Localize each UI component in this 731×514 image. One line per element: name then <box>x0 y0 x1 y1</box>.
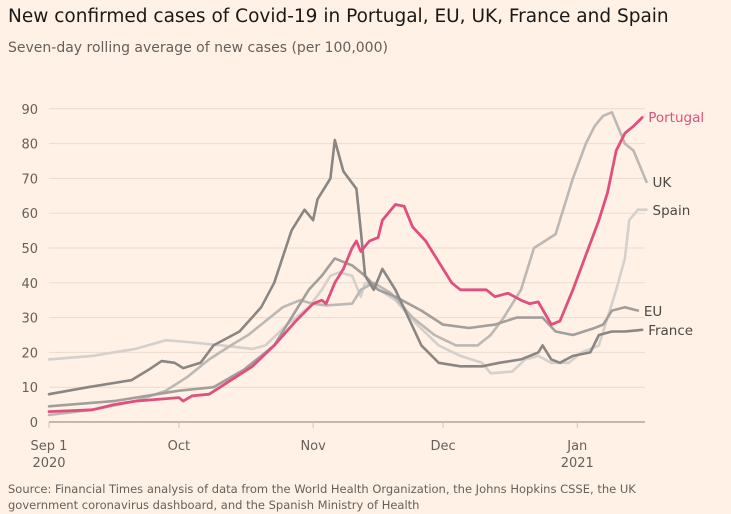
x-tick-sublabel: 2020 <box>32 456 65 471</box>
series-label-spain: Spain <box>653 203 691 219</box>
x-tick-label: Sep 1 <box>31 439 68 454</box>
series-line-france <box>47 138 644 396</box>
x-tick-sublabel: 2021 <box>561 456 594 471</box>
series-lines <box>47 111 648 417</box>
series-line-portugal <box>47 116 644 413</box>
source-note: Source: Financial Times analysis of data… <box>8 482 636 512</box>
y-tick-label: 60 <box>21 207 38 222</box>
y-tick-label: 80 <box>21 138 38 153</box>
x-axis: Sep 1 2020 Oct Nov Dec Jan 2021 <box>31 421 645 471</box>
series-label-uk: UK <box>653 175 673 191</box>
chart-title: New confirmed cases of Covid-19 in Portu… <box>8 6 669 27</box>
x-tick-label: Jan <box>566 439 587 454</box>
series-label-france: France <box>648 323 693 339</box>
x-tick-label: Nov <box>300 439 326 454</box>
y-axis: 0 10 20 30 40 50 60 70 80 90 <box>21 103 38 431</box>
y-tick-label: 90 <box>21 103 38 118</box>
y-tick-label: 50 <box>21 242 38 257</box>
chart-subtitle: Seven-day rolling average of new cases (… <box>8 40 388 56</box>
x-tick-label: Oct <box>168 439 190 454</box>
series-line-eu <box>47 257 640 408</box>
y-tick-label: 0 <box>30 416 38 431</box>
gridlines <box>49 108 645 388</box>
y-tick-label: 70 <box>21 172 38 187</box>
series-labels: Spain UK EU France Portugal <box>644 110 704 339</box>
y-tick-label: 40 <box>21 277 38 292</box>
x-tick-label: Dec <box>430 439 455 454</box>
series-label-portugal: Portugal <box>648 110 704 126</box>
y-tick-label: 10 <box>21 381 38 396</box>
series-label-eu: EU <box>644 304 662 320</box>
y-tick-label: 20 <box>21 346 38 361</box>
y-tick-label: 30 <box>21 312 38 327</box>
